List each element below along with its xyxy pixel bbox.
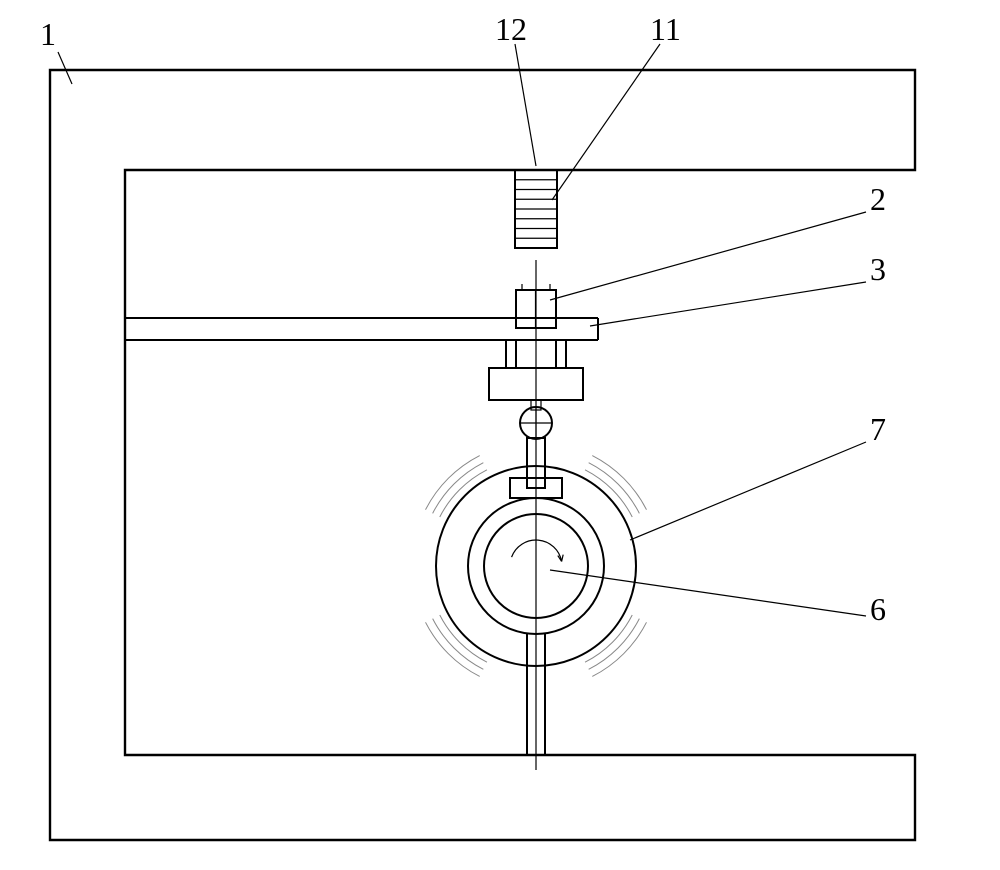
motion-arc <box>433 463 484 514</box>
motion-arc <box>440 615 487 662</box>
motion-arc <box>585 470 632 517</box>
motion-arc <box>426 622 480 676</box>
motion-arc <box>592 456 646 510</box>
label-11: 11 <box>552 11 681 200</box>
label-text-11: 11 <box>650 11 681 47</box>
label-7: 7 <box>630 411 886 540</box>
threaded-post <box>515 170 557 248</box>
label-text-1: 1 <box>40 16 56 52</box>
c-frame <box>50 70 915 840</box>
motion-arc <box>589 619 640 670</box>
label-text-3: 3 <box>870 251 886 287</box>
label-text-12: 12 <box>495 11 527 47</box>
label-text-6: 6 <box>870 591 886 627</box>
label-1: 1 <box>40 16 72 84</box>
motion-arc <box>592 622 646 676</box>
motion-arc <box>589 463 640 514</box>
label-6: 6 <box>550 570 886 627</box>
upper-cap <box>516 290 556 328</box>
motion-arc <box>426 456 480 510</box>
label-2: 2 <box>550 181 886 300</box>
label-3: 3 <box>590 251 886 326</box>
cross-beam <box>125 318 598 368</box>
label-text-2: 2 <box>870 181 886 217</box>
motion-arc <box>440 470 487 517</box>
label-text-7: 7 <box>870 411 886 447</box>
motion-arc <box>433 619 484 670</box>
label-12: 12 <box>495 11 536 166</box>
motion-arc <box>585 615 632 662</box>
